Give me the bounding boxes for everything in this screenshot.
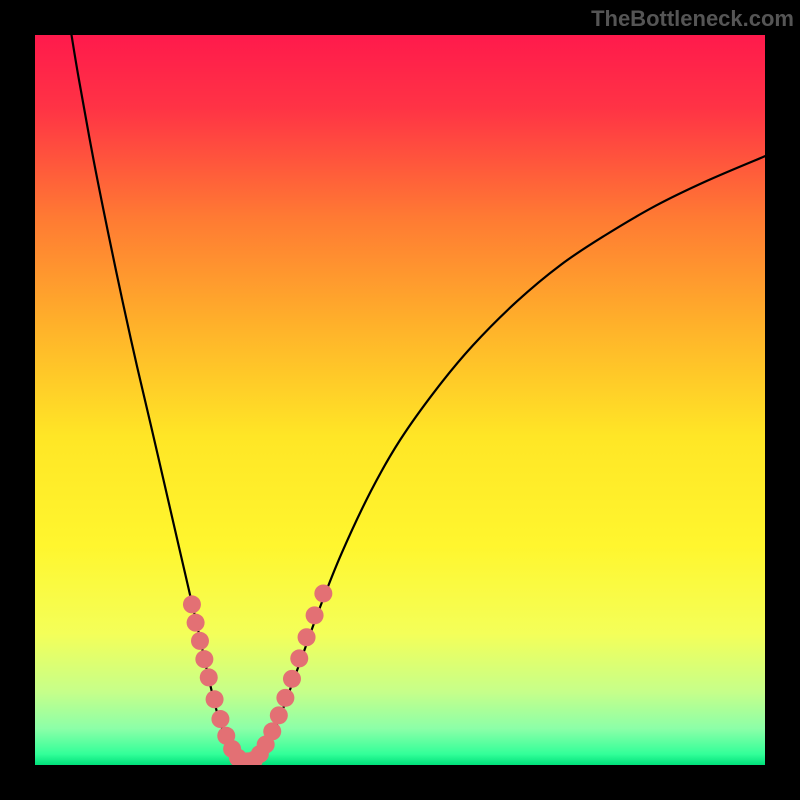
scatter-point [270,706,288,724]
scatter-point [195,650,213,668]
watermark-text: TheBottleneck.com [591,6,794,32]
scatter-point [276,689,294,707]
scatter-point [283,670,301,688]
scatter-point [298,628,316,646]
scatter-point [187,614,205,632]
scatter-point [290,649,308,667]
scatter-point [314,584,332,602]
scatter-point [306,606,324,624]
chart-container: TheBottleneck.com [0,0,800,800]
scatter-point [263,722,281,740]
bottleneck-chart [35,35,765,765]
scatter-point [191,632,209,650]
scatter-point [200,668,218,686]
scatter-point [211,710,229,728]
scatter-point [183,595,201,613]
scatter-point [206,690,224,708]
